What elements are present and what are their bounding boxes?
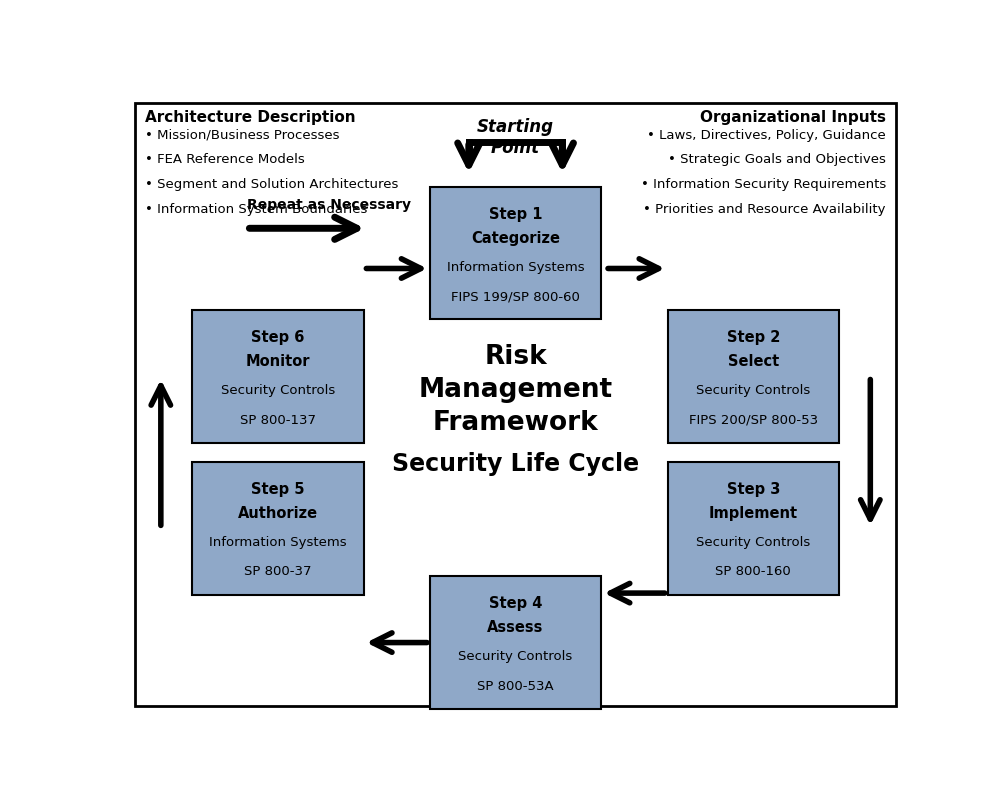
Text: Monitor: Monitor (245, 354, 310, 369)
Text: Security Life Cycle: Security Life Cycle (392, 452, 639, 476)
FancyBboxPatch shape (430, 577, 602, 709)
Text: • Laws, Directives, Policy, Guidance: • Laws, Directives, Policy, Guidance (647, 128, 886, 141)
FancyBboxPatch shape (668, 311, 839, 444)
Text: SP 800-137: SP 800-137 (239, 413, 316, 426)
FancyBboxPatch shape (135, 103, 896, 707)
Text: Organizational Inputs: Organizational Inputs (700, 110, 886, 125)
Text: Step 2: Step 2 (726, 330, 780, 345)
FancyBboxPatch shape (192, 462, 363, 595)
Text: Step 6: Step 6 (252, 330, 305, 345)
Text: Information Systems: Information Systems (447, 261, 584, 273)
Text: Step 5: Step 5 (252, 481, 305, 496)
Text: SP 800-53A: SP 800-53A (477, 678, 554, 692)
Text: Security Controls: Security Controls (220, 384, 335, 397)
Text: Repeat as Necessary: Repeat as Necessary (246, 197, 410, 211)
Text: Information Systems: Information Systems (209, 535, 347, 549)
Text: Select: Select (727, 354, 779, 369)
Text: Step 3: Step 3 (726, 481, 780, 496)
Text: • Strategic Goals and Objectives: • Strategic Goals and Objectives (668, 153, 886, 166)
Text: • FEA Reference Models: • FEA Reference Models (145, 153, 305, 166)
Text: Implement: Implement (709, 505, 798, 520)
Text: Security Controls: Security Controls (459, 650, 572, 662)
FancyBboxPatch shape (668, 462, 839, 595)
Text: SP 800-37: SP 800-37 (244, 565, 312, 577)
Text: • Segment and Solution Architectures: • Segment and Solution Architectures (145, 178, 398, 191)
Text: Starting
Point: Starting Point (477, 118, 554, 156)
Text: SP 800-160: SP 800-160 (715, 565, 792, 577)
Text: • Information Security Requirements: • Information Security Requirements (641, 178, 886, 191)
FancyBboxPatch shape (430, 188, 602, 320)
Text: Assess: Assess (487, 619, 544, 634)
Text: • Mission/Business Processes: • Mission/Business Processes (145, 128, 340, 141)
Text: • Information System Boundaries: • Information System Boundaries (145, 202, 367, 216)
Text: Risk
Management
Framework: Risk Management Framework (418, 343, 613, 435)
Text: Security Controls: Security Controls (696, 535, 811, 549)
Text: Step 4: Step 4 (489, 595, 542, 610)
FancyBboxPatch shape (192, 311, 363, 444)
Text: Step 1: Step 1 (489, 206, 542, 221)
Text: Architecture Description: Architecture Description (145, 110, 356, 125)
Text: Authorize: Authorize (237, 505, 318, 520)
Text: FIPS 200/SP 800-53: FIPS 200/SP 800-53 (689, 413, 818, 426)
Text: FIPS 199/SP 800-60: FIPS 199/SP 800-60 (451, 290, 580, 302)
Text: Security Controls: Security Controls (696, 384, 811, 397)
Text: • Priorities and Resource Availability: • Priorities and Resource Availability (644, 202, 886, 216)
Text: Categorize: Categorize (471, 230, 560, 245)
